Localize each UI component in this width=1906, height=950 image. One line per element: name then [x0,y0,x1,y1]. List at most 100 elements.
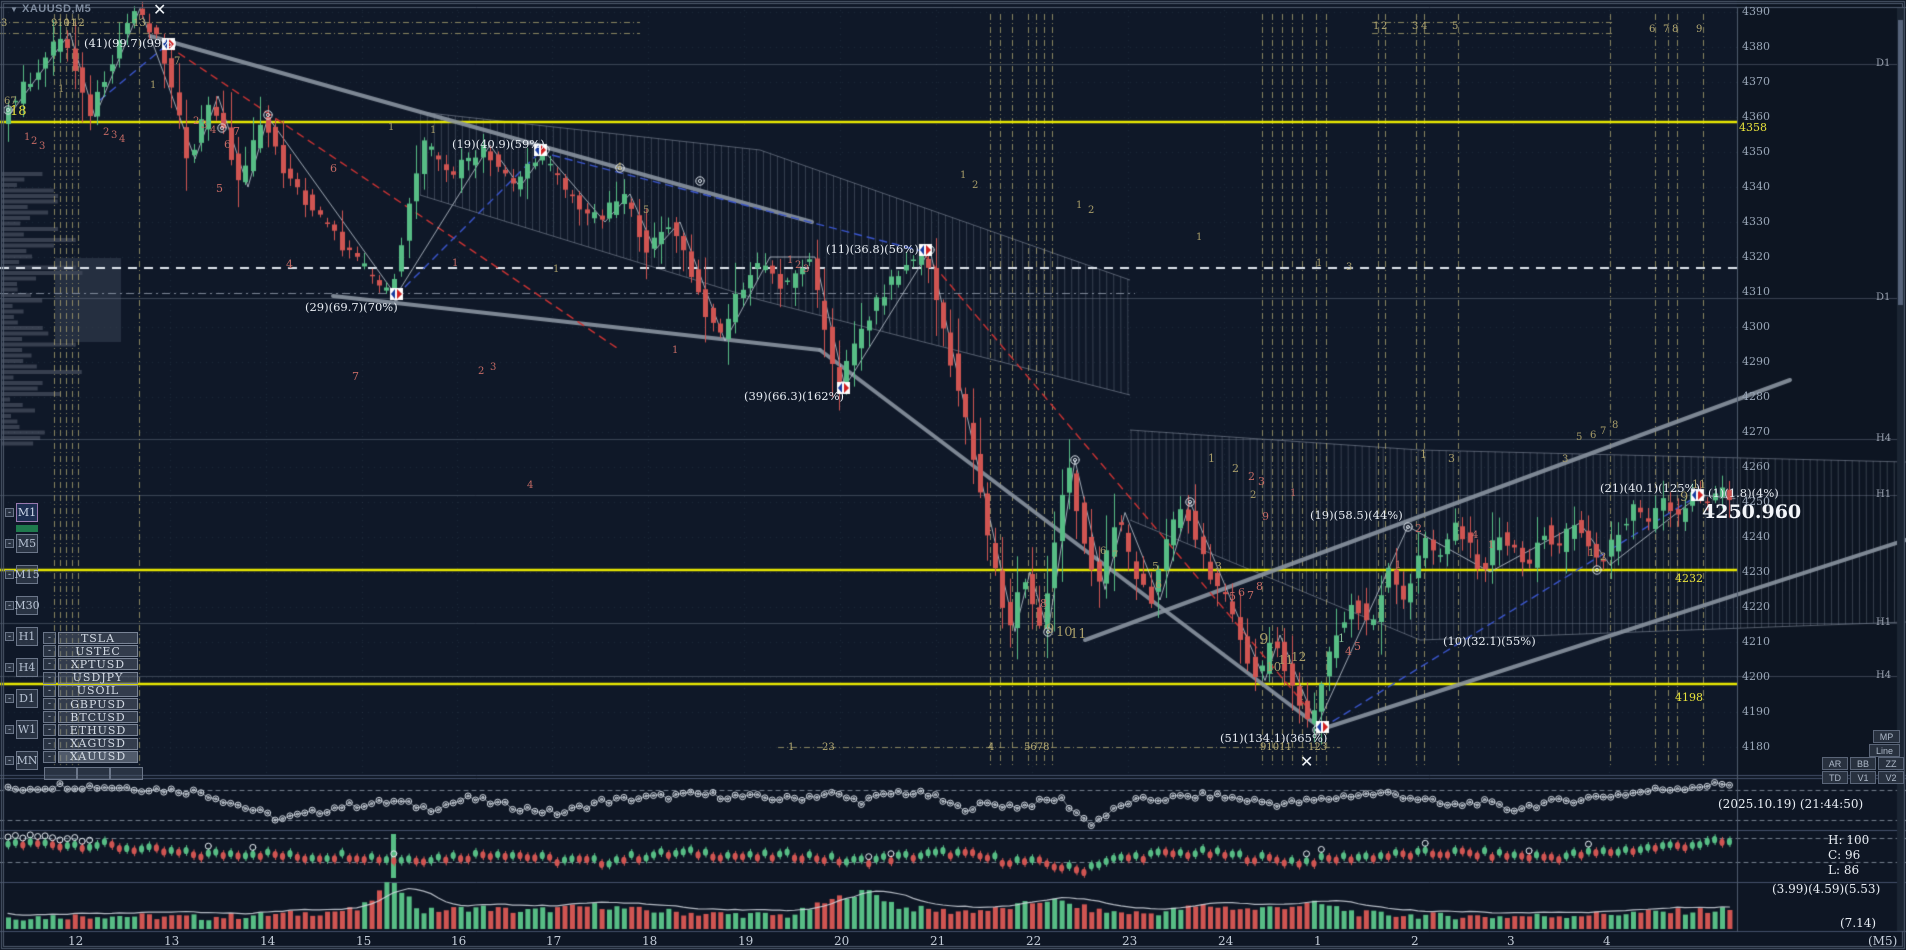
time-axis-tick: 22 [1026,934,1042,948]
timeframe-button-d1[interactable]: D1 [16,689,38,708]
timeframe-button-w1[interactable]: W1 [16,720,38,739]
symbol-item-ethusd[interactable]: ETHUSD [58,724,138,737]
line-button[interactable]: Line [1869,744,1900,757]
wave-count-label: 1 [1588,548,1595,559]
tf-collapse-button[interactable]: - [5,570,14,579]
symbol-item-xauusd[interactable]: XAUUSD [58,750,138,763]
timeframe-button-m1[interactable]: M1 [16,503,38,522]
symbol-collapse-button[interactable]: - [43,645,56,658]
symbol-collapse-button[interactable]: - [43,632,56,644]
timeframe-button-h1[interactable]: H1 [16,627,38,646]
wave-count-label: 1 [1338,632,1345,645]
symbol-collapse-button[interactable]: - [43,698,56,710]
price-axis-tick: 4180 [1742,740,1770,753]
session-number-label: 7 [1663,24,1670,35]
price-axis-tick: 4280 [1742,390,1770,403]
price-axis-tick: 4190 [1742,705,1770,718]
yellow-level-label: 4358 [1739,121,1767,134]
session-number-label: 23 [822,742,835,753]
session-number-label: 9 [1696,24,1703,35]
chevron-down-icon[interactable]: ▼ [10,5,19,14]
symbol-item-usdjpy[interactable]: USDJPY [58,671,138,684]
tf-collapse-button[interactable]: - [5,694,14,703]
indicator2-value: H: 100 [1828,833,1870,847]
wave-count-label: 1 [553,264,560,275]
tf-collapse-button[interactable]: - [5,663,14,672]
wave-count-label: 1 [1076,200,1083,211]
timeframe-button-h4[interactable]: H4 [16,658,38,677]
symbol-item-xptusd[interactable]: XPTUSD [58,658,138,671]
symbol-collapse-button[interactable]: - [43,737,56,750]
current-price-label: 4250.960 [1702,501,1802,523]
timeframe-button-m30[interactable]: M30 [14,596,40,615]
symbol-item-tsla[interactable]: TSLA [58,632,138,645]
symbol-collapse-button[interactable]: - [43,684,56,697]
price-axis-tick: 4320 [1742,250,1770,263]
pattern-annotation: (10)(32.1)(55%) [1443,634,1536,648]
timeframe-button-m15[interactable]: M15 [14,565,40,584]
td-button[interactable]: TD [1822,771,1848,784]
time-axis-tick: 3 [1507,934,1515,948]
wave-count-label: 3 [39,141,46,152]
tf-collapse-button[interactable]: - [5,508,14,517]
wave-count-label: 3 [201,120,208,131]
wave-count-label: 10 [1056,625,1073,640]
wave-count-label: 5 [1229,590,1236,603]
v2-button[interactable]: V2 [1878,771,1904,784]
symbol-collapse-button[interactable]: - [43,750,56,763]
pattern-annotation: (19)(58.5)(44%) [1310,508,1403,522]
ar-button[interactable]: AR [1822,757,1848,770]
wave-count-label: 2 [972,180,979,191]
wave-count-label: 2 [31,136,38,147]
wave-count-label: 11 [1278,653,1294,667]
symbol-collapse-button[interactable]: - [43,711,56,724]
bb-button[interactable]: BB [1850,757,1876,770]
symbol-list-footer-button[interactable] [44,767,77,780]
session-number-label: 5678 [1024,742,1050,753]
wave-count-label: 1 [960,170,967,181]
wave-count-label: 3 [803,264,810,275]
wave-count-label: 6 [224,138,231,151]
wave-count-label: 7 [233,125,240,138]
price-axis-tick: 4380 [1742,40,1770,53]
v1-button[interactable]: V1 [1850,771,1876,784]
price-axis-tick: 4270 [1742,425,1770,438]
wave-count-label: 4 [527,480,534,491]
zz-button[interactable]: ZZ [1878,757,1904,770]
session-number-label: 3 [1,18,8,29]
timeframe-button-m5[interactable]: M5 [16,534,38,553]
symbol-list-footer-button[interactable] [110,767,143,780]
symbol-item-btcusd[interactable]: BTCUSD [58,711,138,724]
price-axis-tick: 4230 [1742,565,1770,578]
session-number-label: 13 [133,18,146,29]
tf-collapse-button[interactable]: - [5,539,14,548]
symbol-item-xagusd[interactable]: XAGUSD [58,737,138,750]
mp-button[interactable]: MP [1873,730,1900,743]
session-number-label: 5 [1452,21,1459,32]
symbol-item-usoil[interactable]: USOIL [58,684,138,697]
symbol-item-gbpusd[interactable]: GBPUSD [58,698,138,711]
tf-collapse-button[interactable]: - [5,756,14,765]
symbol-list-footer-button[interactable] [77,767,110,780]
symbol-collapse-button[interactable]: - [43,724,56,737]
symbol-collapse-button[interactable]: - [43,658,56,671]
tf-collapse-button[interactable]: - [5,601,14,610]
wave-count-label: 7 [1247,589,1254,602]
symbol-collapse-button[interactable]: - [43,671,56,684]
time-axis-tick: 4 [1603,934,1611,948]
price-axis-tick: 4260 [1742,460,1770,473]
tf-collapse-button[interactable]: - [5,632,14,641]
chart-title[interactable]: ▼ XAUUSD,M5 [10,3,91,15]
time-axis-tick: 12 [68,934,84,948]
timeframe-button-mn[interactable]: MN [16,751,38,770]
price-axis-tick: 4200 [1742,670,1770,683]
active-timeframe-indicator [16,525,38,532]
close-icon[interactable]: ✕ [153,0,167,19]
session-number-label: 4 [1421,21,1428,32]
symbol-item-ustec[interactable]: USTEC [58,645,138,658]
tf-collapse-button[interactable]: - [5,725,14,734]
pattern-x-icon[interactable]: ✕ [1300,752,1314,771]
wave-count-label: 3 [490,362,497,373]
